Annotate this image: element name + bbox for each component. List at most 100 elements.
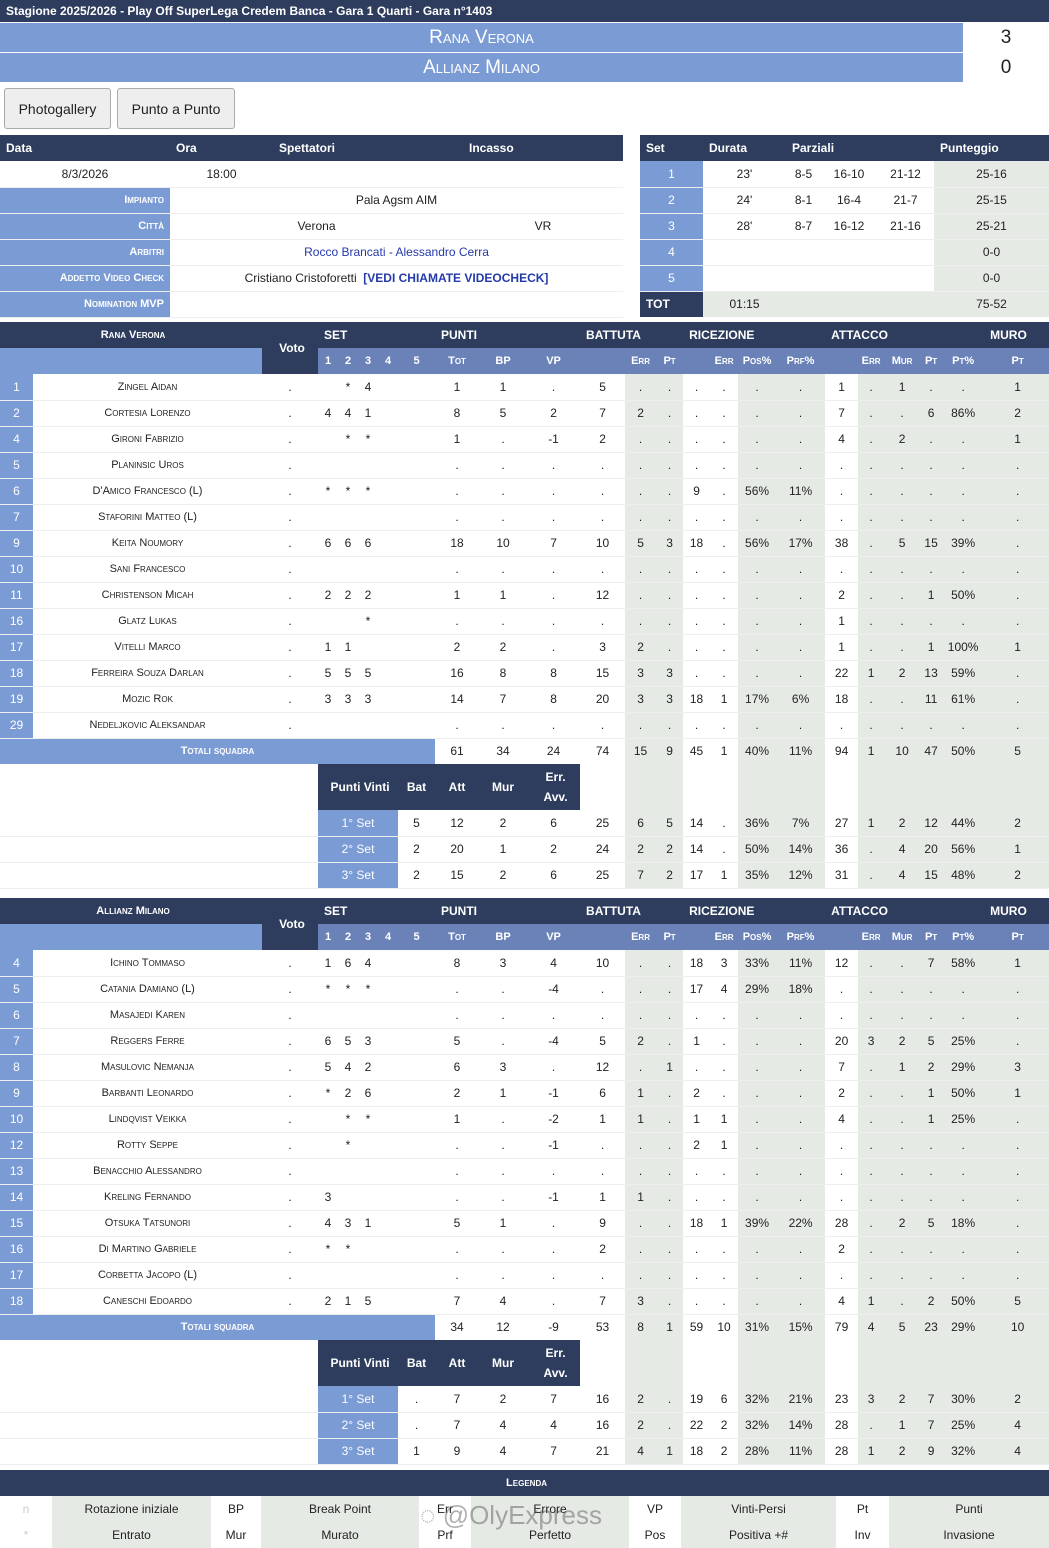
stat-cell: 1 [479,374,528,401]
sub-header: 5 [398,348,436,374]
player-name[interactable]: Reggers Ferre [33,1028,262,1055]
player-name[interactable]: Rotty Seppe [33,1132,262,1159]
player-name[interactable]: Zingel Aidan [33,374,262,401]
player-name[interactable]: Catania Damiano (L) [33,976,262,1003]
stat-cell: . [625,1054,657,1081]
player-name[interactable]: D'Amico Francesco (L) [33,478,262,505]
player-number: 7 [0,504,33,531]
sub-header: VP [527,924,581,950]
stat-cell: . [776,608,826,635]
stat-cell: . [435,1184,480,1211]
player-name[interactable]: Caneschi Edoardo [33,1288,262,1315]
sub-header: Err [625,348,657,374]
set-stat: 20 [435,836,480,863]
player-name[interactable]: Otsuka Tatsunori [33,1210,262,1237]
stat-cell [398,400,436,427]
set-number: 5 [640,265,703,292]
legend-desc: Break Point [261,1496,419,1522]
stat-cell: 1 [435,582,480,609]
stat-cell: 1 [710,1106,739,1133]
player-name[interactable]: Glatz Lukas [33,608,262,635]
stat-cell: . [435,712,480,739]
player-name[interactable]: Cortesia Lorenzo [33,400,262,427]
player-name[interactable]: Keita Noumory [33,530,262,557]
stat-cell: 2 [580,1236,626,1263]
stat-cell: . [984,1236,1049,1263]
player-row: 17 Vitelli Marco. 1 1 2 2. 3 2..... 1.. 1 100% 1 [0,634,1049,661]
stat-cell: 17% [776,530,826,557]
videocheck-link[interactable]: [VEDI CHIAMATE VIDEOCHECK] [363,271,549,285]
legend-desc: Rotazione iniziale [52,1496,211,1522]
player-name[interactable]: Ichino Tommaso [33,950,262,977]
player-name[interactable]: Masajedi Karen [33,1002,262,1029]
stat-cell: . [884,504,921,531]
player-name[interactable]: Vitelli Marco [33,634,262,661]
stat-cell: . [683,400,711,427]
voto-header: Voto [262,322,318,374]
player-name[interactable]: Gironi Fabrizio [33,426,262,453]
player-name[interactable]: Barbanti Leonardo [33,1080,262,1107]
total-cell: 10 [884,738,921,764]
stat-cell: . [942,556,985,583]
total-cell: 15% [776,1314,826,1340]
player-number: 9 [0,530,33,557]
stat-cell: 6% [776,686,826,713]
set-stat: . [398,1412,436,1439]
stat-cell: . [683,582,711,609]
player-name[interactable]: Kreling Fernando [33,1184,262,1211]
spacer [858,764,885,810]
player-row: 19 Mozic Rok. 3 3 3 14 7 8 20 3 3 18 1 17% 6% 18.. 11 61%… [0,686,1049,713]
player-name[interactable]: Di Martino Gabriele [33,1236,262,1263]
player-name[interactable]: Corbetta Jacopo (L) [33,1262,262,1289]
stat-cell: 1 [479,1080,528,1107]
stat-cell: . [858,634,885,661]
stat-cell: 18 [683,686,711,713]
set-stat: 7 [527,1438,581,1465]
player-name[interactable]: Planinsic Uros [33,452,262,479]
total-cell: 31% [738,1314,777,1340]
stat-cell: . [656,478,684,505]
stat-cell [398,950,436,977]
stat-cell: . [738,374,777,401]
group-header: ATTACCO [825,322,985,348]
stat-cell: 8 [527,660,581,687]
referee-link[interactable]: Rocco Brancati [304,245,386,259]
player-name[interactable]: Benacchio Alessandro [33,1158,262,1185]
sub-header: Pos% [738,348,777,374]
spacer [884,764,921,810]
stat-cell: . [942,1158,985,1185]
total-cell: 10 [717,1320,731,1335]
stat-cell: . [262,686,318,713]
referee-link[interactable]: Alessandro Cerra [395,245,489,259]
set-duration: 28' [703,213,786,240]
set-row: 5 0-0 [640,265,1049,292]
legend-desc: Vinti-Persi [681,1496,836,1522]
stat-cell: . [920,608,943,635]
player-name[interactable]: Ferreira Souza Darlan [33,660,262,687]
player-name[interactable]: Masulovic Nemanja [33,1054,262,1081]
photogallery-button[interactable]: Photogallery [4,88,111,129]
set-stat: 1 [858,810,885,837]
player-name[interactable]: Sani Francesco [33,556,262,583]
total-cell: 5 [984,738,1049,764]
stat-cell: . [656,1288,684,1315]
stat-cell: . [858,556,885,583]
player-number: 9 [0,1080,33,1107]
partial-16 [821,239,877,266]
stat-cell: * [318,478,338,505]
player-name[interactable]: Mozic Rok [33,686,262,713]
player-name[interactable]: Christenson Micah [33,582,262,609]
player-name[interactable]: Lindqvist Veikka [33,1106,262,1133]
punto-a-punto-button[interactable]: Punto a Punto [117,88,235,129]
stat-cell [398,1236,436,1263]
stat-cell: 1 [656,1054,684,1081]
player-number: 12 [0,1132,33,1159]
stat-cell: . [435,504,480,531]
stat-cell: 7 [435,1288,480,1315]
stat-cell: 2 [435,634,480,661]
player-name[interactable]: Nedeljkovic Aleksandar [33,712,262,739]
stat-cell: . [479,1002,528,1029]
group-header: RICEZIONE [683,322,826,348]
sub-header: Pt [920,348,943,374]
player-name[interactable]: Staforini Matteo (L) [33,504,262,531]
